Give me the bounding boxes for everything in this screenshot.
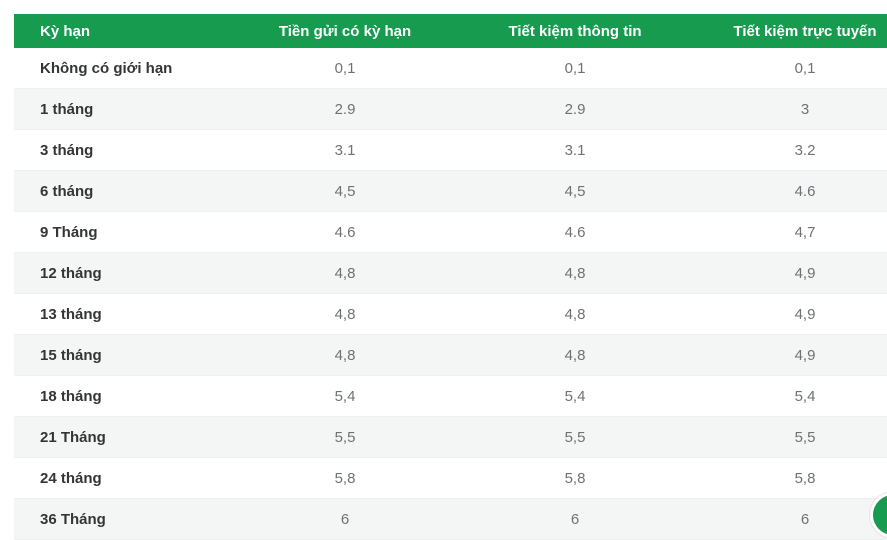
rate-cell: 4,8 <box>564 264 586 282</box>
term-cell: 13 tháng <box>40 305 102 323</box>
table-row: Không có giới hạn 0,1 0,1 0,1 <box>14 48 887 89</box>
rate-cell: 0,1 <box>564 59 586 77</box>
rates-table-container: Kỳ hạn Tiền gửi có kỳ hạn Tiết kiệm thôn… <box>14 14 887 540</box>
rate-cell: 4.6 <box>794 182 816 200</box>
rate-cell: 4,9 <box>794 346 816 364</box>
table-row: 1 tháng 2.9 2.9 3 <box>14 88 887 130</box>
column-header-online-savings: Tiết kiệm trực tuyến <box>690 14 887 48</box>
rate-cell: 3 <box>800 100 810 118</box>
term-cell: 36 Tháng <box>40 510 106 528</box>
term-cell: 12 tháng <box>40 264 102 282</box>
rate-cell: 6 <box>800 510 810 528</box>
table-row: 36 Tháng 6 6 6 <box>14 498 887 540</box>
table-row: 18 tháng 5,4 5,4 5,4 <box>14 376 887 417</box>
interest-rates-table: Kỳ hạn Tiền gửi có kỳ hạn Tiết kiệm thôn… <box>14 14 887 540</box>
term-cell: 3 tháng <box>40 141 94 159</box>
rate-cell: 4,7 <box>794 223 816 241</box>
rate-cell: 5,8 <box>564 469 586 487</box>
table-row: 9 Tháng 4.6 4.6 4,7 <box>14 212 887 253</box>
table-row: 15 tháng 4,8 4,8 4,9 <box>14 334 887 376</box>
column-header-term-deposit: Tiền gửi có kỳ hạn <box>230 14 460 48</box>
table-header-row: Kỳ hạn Tiền gửi có kỳ hạn Tiết kiệm thôn… <box>14 14 887 48</box>
table-row: 13 tháng 4,8 4,8 4,9 <box>14 294 887 335</box>
rate-cell: 6 <box>340 510 350 528</box>
term-cell: 18 tháng <box>40 387 102 405</box>
rate-cell: 4,5 <box>334 182 356 200</box>
table-row: 12 tháng 4,8 4,8 4,9 <box>14 252 887 294</box>
rate-cell: 2.9 <box>564 100 586 118</box>
rate-cell: 4,8 <box>564 346 586 364</box>
rate-cell: 5,5 <box>794 428 816 446</box>
rate-cell: 4,9 <box>794 305 816 323</box>
rate-cell: 3.1 <box>334 141 356 159</box>
term-cell: 1 tháng <box>40 100 94 118</box>
rate-cell: 4,9 <box>794 264 816 282</box>
rate-cell: 4.6 <box>334 223 356 241</box>
column-header-term: Kỳ hạn <box>14 14 230 48</box>
rate-cell: 4,8 <box>334 346 356 364</box>
term-cell: 24 tháng <box>40 469 102 487</box>
rate-cell: 0,1 <box>334 59 356 77</box>
rate-cell: 3.2 <box>794 141 816 159</box>
rate-cell: 5,5 <box>334 428 356 446</box>
table-row: 21 Tháng 5,5 5,5 5,5 <box>14 416 887 458</box>
table-row: 3 tháng 3.1 3.1 3.2 <box>14 130 887 171</box>
rate-cell: 3.1 <box>564 141 586 159</box>
column-header-regular-savings: Tiết kiệm thông tin <box>460 14 690 48</box>
rate-cell: 5,4 <box>564 387 586 405</box>
term-cell: 15 tháng <box>40 346 102 364</box>
table-row: 6 tháng 4,5 4,5 4.6 <box>14 170 887 212</box>
table-row: 24 tháng 5,8 5,8 5,8 <box>14 458 887 499</box>
rate-cell: 0,1 <box>794 59 816 77</box>
rate-cell: 5,4 <box>334 387 356 405</box>
term-cell: 6 tháng <box>40 182 94 200</box>
rate-cell: 4,5 <box>564 182 586 200</box>
floating-chat-button[interactable] <box>873 495 887 535</box>
rate-cell: 5,4 <box>794 387 816 405</box>
rate-cell: 5,5 <box>564 428 586 446</box>
rate-cell: 4.6 <box>564 223 586 241</box>
rate-cell: 4,8 <box>334 264 356 282</box>
term-cell: Không có giới hạn <box>40 59 173 77</box>
rate-cell: 5,8 <box>794 469 816 487</box>
rate-cell: 4,8 <box>564 305 586 323</box>
term-cell: 21 Tháng <box>40 428 106 446</box>
rate-cell: 5,8 <box>334 469 356 487</box>
rate-cell: 4,8 <box>334 305 356 323</box>
rate-cell: 6 <box>570 510 580 528</box>
rate-cell: 2.9 <box>334 100 356 118</box>
term-cell: 9 Tháng <box>40 223 98 241</box>
